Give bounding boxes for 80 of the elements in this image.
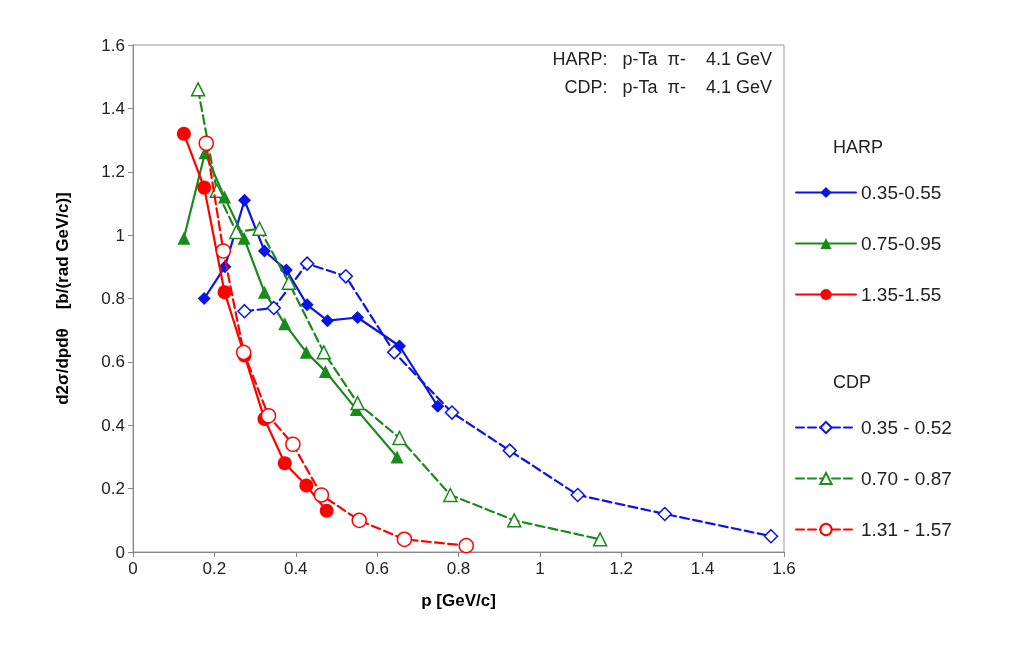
y-tick-label: 0.4: [101, 415, 125, 435]
point: [229, 224, 244, 240]
y-tick-label: 1.4: [101, 98, 125, 118]
legend-label: 0.35-0.55: [861, 182, 942, 203]
x-tick-label: 0.2: [202, 559, 227, 578]
y-tick-label: 0.6: [101, 352, 125, 372]
point: [431, 399, 445, 413]
point: [177, 231, 191, 245]
legend-label: 0.35 - 0.52: [861, 417, 952, 438]
point: [257, 244, 271, 258]
point: [197, 292, 211, 305]
y-tick-label: 1.2: [101, 162, 125, 182]
annotation: CDP: p-Ta π- 4.1 GeV: [564, 77, 772, 97]
point: [266, 300, 282, 316]
legend-label: 1.31 - 1.57: [861, 519, 952, 540]
text: HARP: [833, 137, 884, 157]
point: [237, 231, 251, 245]
point: [570, 487, 585, 503]
point: [657, 506, 673, 522]
point: [506, 513, 522, 528]
point: [281, 275, 297, 290]
point: [198, 135, 214, 151]
point: [320, 314, 334, 328]
point: [215, 243, 232, 259]
point: [235, 344, 252, 361]
point: [444, 405, 460, 420]
point: [390, 450, 404, 464]
y-tick-label: 0.2: [101, 479, 125, 499]
x-tick-label: 1.2: [609, 559, 634, 578]
point: [592, 532, 608, 547]
point: [392, 430, 407, 446]
point: [299, 256, 315, 271]
point: [443, 487, 458, 503]
point: [237, 303, 252, 319]
point: [190, 82, 206, 97]
point: [285, 436, 301, 453]
x-tick-label: 1: [535, 559, 545, 578]
point: [338, 269, 354, 284]
point: [316, 345, 332, 360]
point: [260, 408, 277, 424]
x-tick-label: 0.4: [283, 559, 308, 578]
point: [299, 345, 313, 359]
point: [252, 221, 267, 237]
x-tick-label: 0.6: [365, 559, 389, 578]
point: [502, 443, 518, 458]
point: [351, 311, 365, 325]
point: [350, 395, 365, 411]
point: [299, 478, 314, 493]
point: [351, 512, 367, 529]
x-tick-label: 1.4: [690, 559, 715, 578]
point: [300, 298, 314, 312]
point: [396, 531, 413, 548]
y-tick-label: 1: [115, 225, 125, 245]
x-axis-title: p [GeV/c]: [421, 591, 496, 610]
x-tick-label: 0: [128, 559, 138, 578]
y-tick-label: 0: [115, 542, 125, 562]
point: [237, 193, 251, 207]
point: [176, 126, 191, 141]
text: CDP: [833, 372, 872, 392]
point: [458, 537, 474, 554]
point: [277, 456, 292, 471]
x-tick-label: 1.6: [772, 559, 796, 578]
annotation: HARP: p-Ta π- 4.1 GeV: [552, 49, 772, 69]
point: [313, 487, 330, 503]
point: [763, 528, 779, 544]
point: [319, 503, 334, 518]
y-tick-label: 1.6: [101, 35, 125, 55]
point: [197, 180, 212, 195]
legend-label: 0.70 - 0.87: [861, 468, 952, 489]
point: [318, 364, 332, 378]
y-axis-title: d2σ/dpdθ [b/(rad GeV/c)]: [53, 192, 72, 405]
legend-label: 1.35-1.55: [861, 284, 942, 305]
x-tick-label: 0.8: [446, 559, 471, 578]
legend-label: 0.75-0.95: [861, 233, 942, 254]
point: [386, 345, 402, 360]
point: [257, 285, 271, 299]
point: [218, 190, 232, 204]
y-tick-label: 0.8: [101, 289, 125, 308]
point: [278, 317, 292, 331]
point: [217, 285, 232, 300]
